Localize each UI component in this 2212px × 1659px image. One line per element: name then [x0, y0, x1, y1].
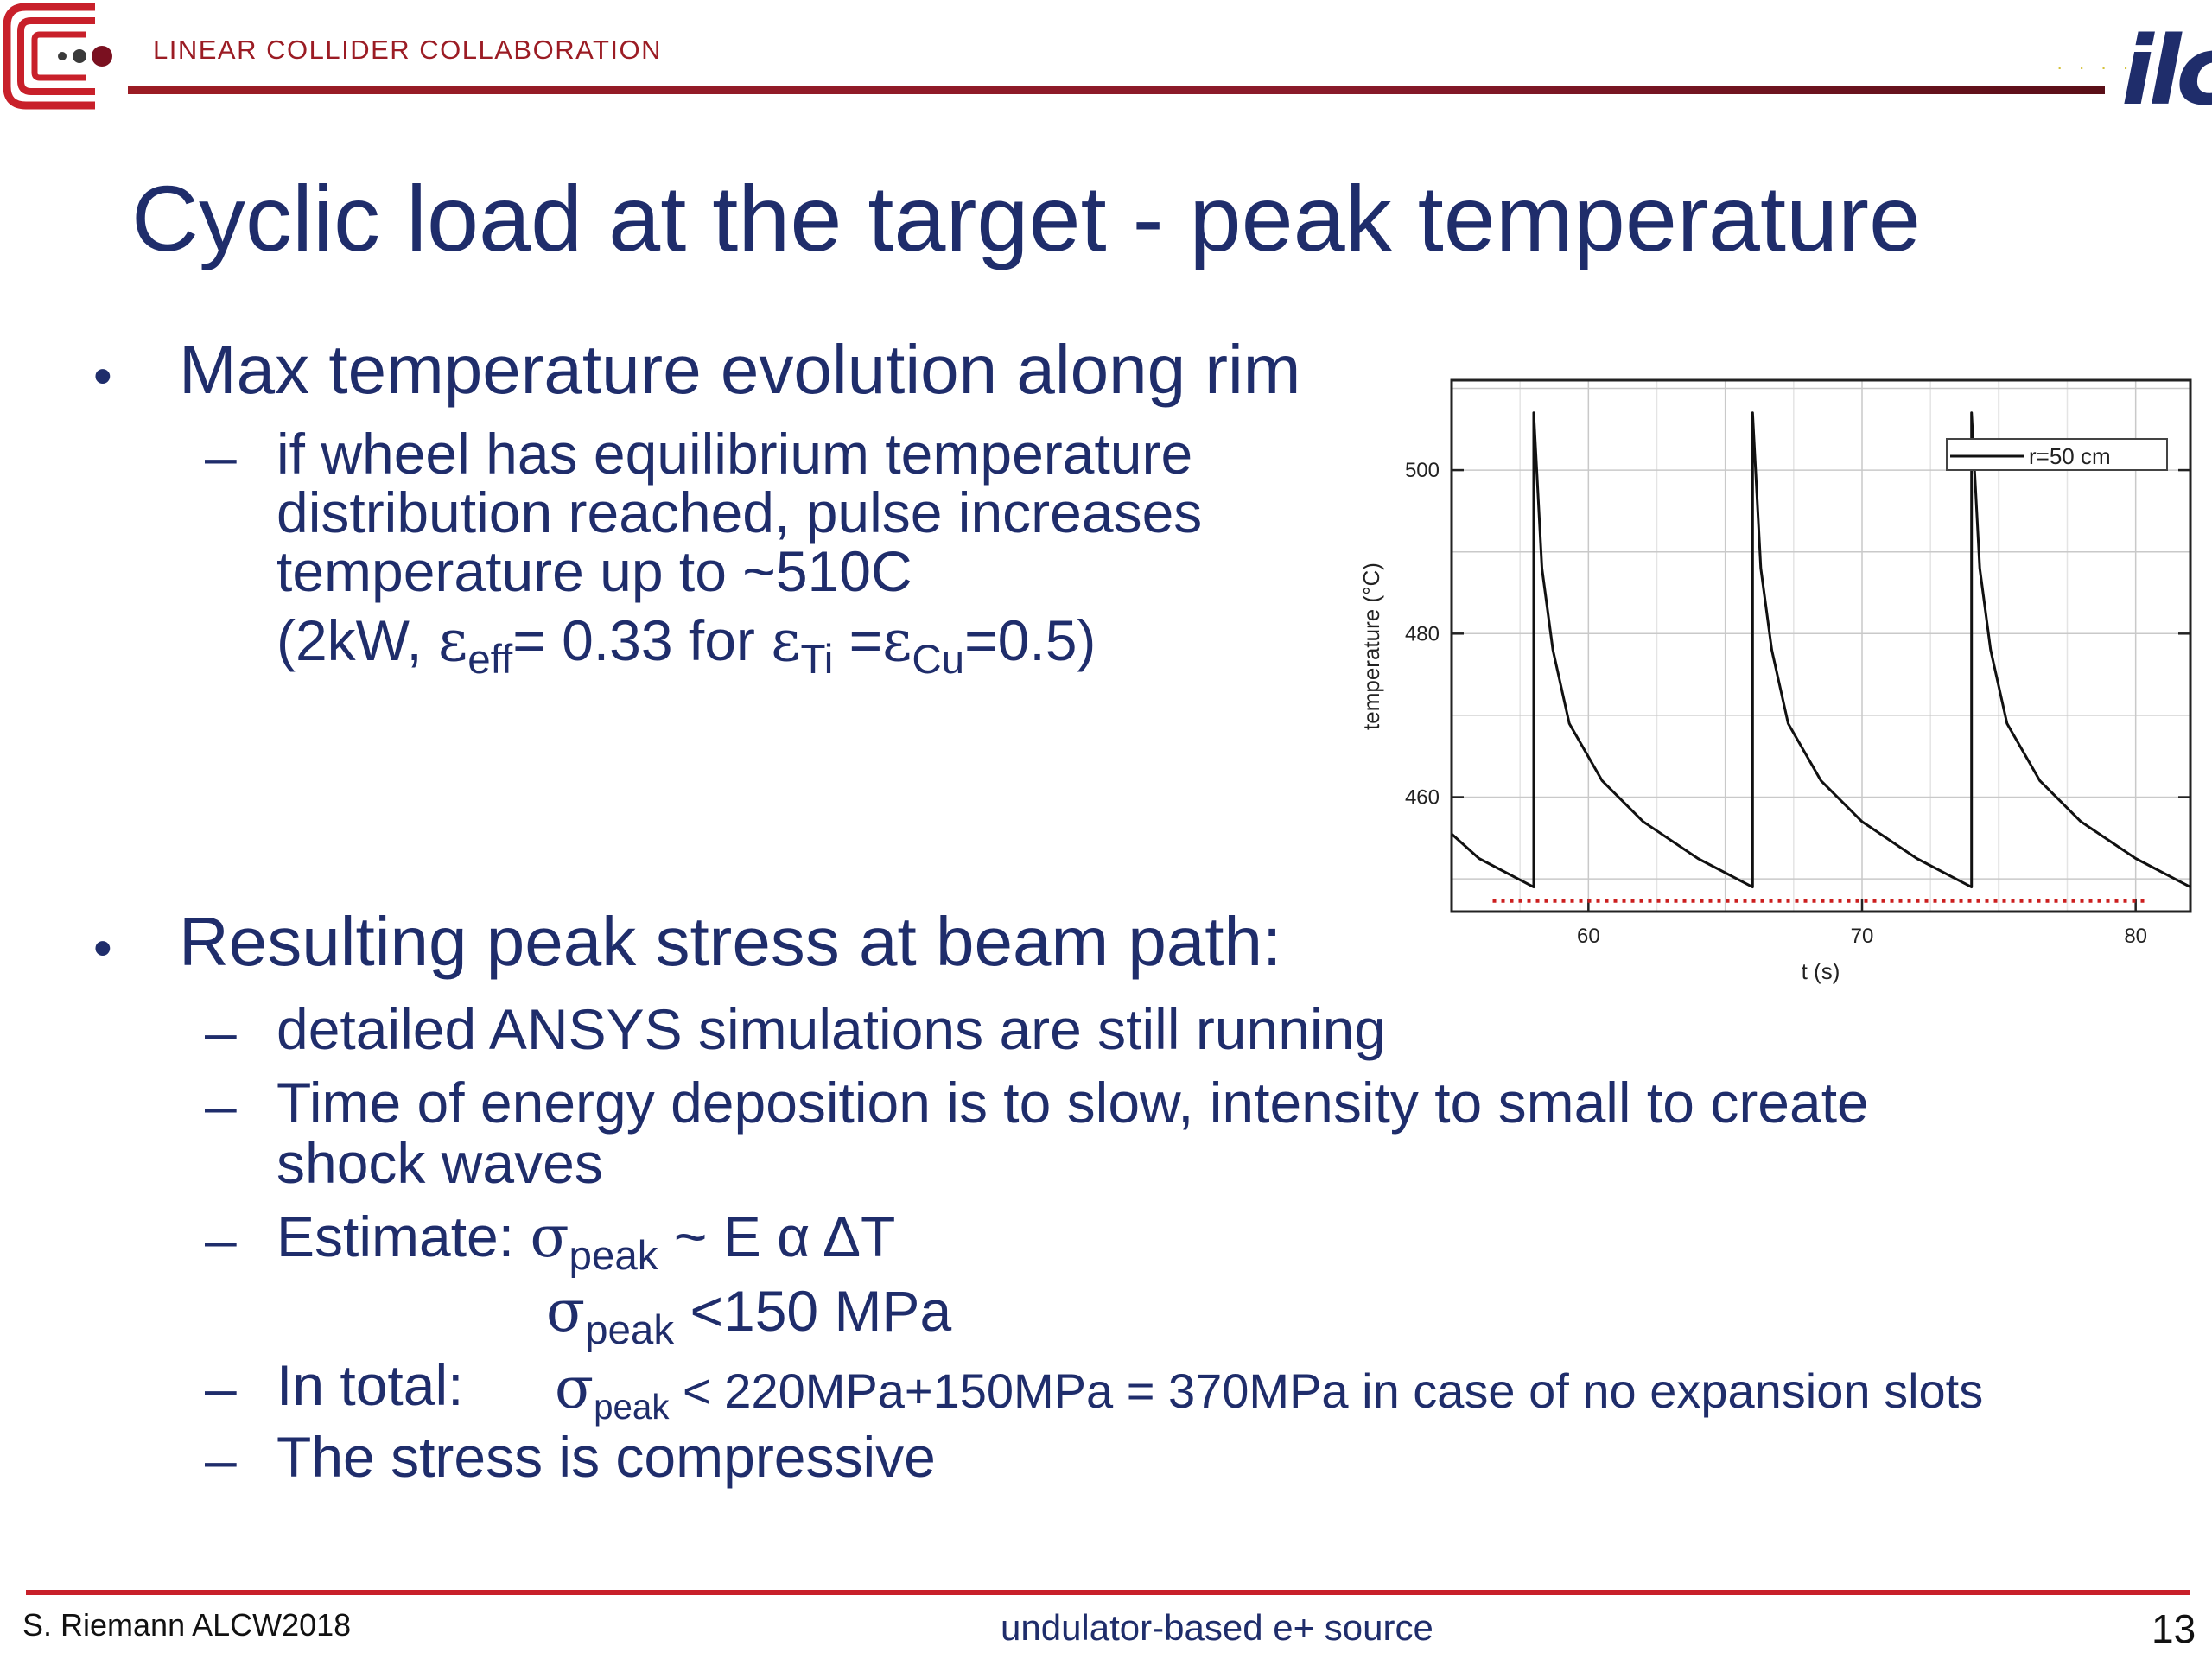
- sub-dash: –: [205, 1207, 237, 1271]
- footer-topic: undulator-based e+ source: [1001, 1607, 1433, 1648]
- ilc-dots-decoration: · · · ·: [2056, 56, 2134, 78]
- bullet-2-sub-3: Estimate: σpeak ~ E α ΔT: [276, 1204, 896, 1280]
- bullet-1: Max temperature evolution along rim: [179, 331, 1301, 408]
- temperature-chart: 60 70 80 460 480 500 r=50 cm t (s) temperatur…: [1358, 378, 2192, 984]
- bullet-marker: •: [93, 918, 112, 978]
- lcc-logo-icon: [3, 3, 112, 110]
- bullet-2-sub-4-label: In total:: [276, 1353, 464, 1417]
- page-number: 13: [2152, 1606, 2196, 1651]
- x-tick-label: 60: [1577, 925, 1600, 948]
- bullet-2-sub-1: detailed ANSYS simulations are still run…: [276, 997, 1387, 1061]
- bullet-1-sub-line-1: if wheel has equilibrium temperature: [276, 422, 1193, 486]
- bullet-2-sub-2-line-2: shock waves: [276, 1131, 603, 1195]
- bullet-2-sub-3b: σpeak <150 MPa: [546, 1278, 952, 1354]
- sub-dash: –: [205, 424, 237, 488]
- chart-axes: [1450, 378, 2192, 913]
- sub-dash: –: [205, 1000, 237, 1064]
- footer-author: S. Riemann ALCW2018: [22, 1607, 352, 1643]
- bullet-2: Resulting peak stress at beam path:: [179, 903, 1282, 980]
- bullet-2-sub-4: σpeak < 220MPa+150MPa = 370MPa in case o…: [555, 1355, 1984, 1427]
- legend-box: [1946, 438, 2168, 471]
- org-name: LINEAR COLLIDER COLLABORATION: [153, 35, 663, 65]
- y-axis-label: temperature (°C): [1358, 563, 1384, 730]
- y-tick-label: 480: [1405, 622, 1440, 645]
- bullet-1-sub-line-2: distribution reached, pulse increases: [276, 480, 1203, 544]
- chart-legend: r=50 cm: [1946, 438, 2168, 471]
- ilc-logo: ilc: [2121, 16, 2212, 126]
- header-rule: [128, 86, 2105, 94]
- chart-ticks: 60 70 80 460 480 500: [1405, 459, 2190, 948]
- sub-dash: –: [205, 1356, 237, 1420]
- x-axis-label: t (s): [1802, 958, 1840, 984]
- footer-rule: [26, 1590, 2190, 1595]
- sub-dash: –: [205, 1427, 237, 1491]
- legend-label: r=50 cm: [2029, 443, 2111, 469]
- bullet-2-sub-2-line-1: Time of energy deposition is to slow, in…: [276, 1071, 1869, 1135]
- x-tick-label: 80: [2124, 925, 2147, 948]
- bullet-1-sub-line-3: temperature up to ~510C: [276, 539, 912, 603]
- chart-series: [1450, 411, 2191, 889]
- series-line-r-50-cm: [1450, 411, 2191, 889]
- x-tick-label: 70: [1851, 925, 1874, 948]
- y-tick-label: 460: [1405, 786, 1440, 810]
- bullet-2-sub-5: The stress is compressive: [276, 1425, 936, 1489]
- y-tick-label: 500: [1405, 459, 1440, 482]
- page-title: Cyclic load at the target - peak tempera…: [131, 166, 1922, 270]
- sub-dash: –: [205, 1073, 237, 1137]
- bullet-marker: •: [93, 346, 112, 406]
- plot-frame: [1450, 378, 2192, 913]
- bullet-1-sub-line-4: (2kW, εeff= 0.33 for εTi =εCu=0.5): [276, 607, 1096, 683]
